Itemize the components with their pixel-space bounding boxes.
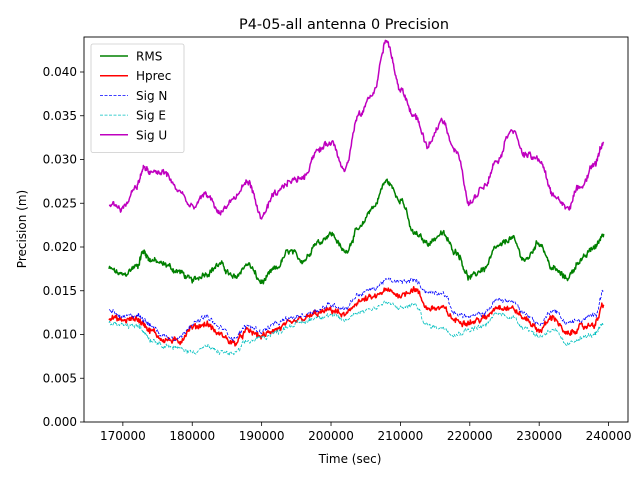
series-line-sig-n <box>108 277 605 342</box>
legend-label: Sig E <box>136 109 166 123</box>
series-line-rms <box>108 178 605 285</box>
x-tick-label: 190000 <box>239 429 285 443</box>
chart-title: P4-05-all antenna 0 Precision <box>239 17 449 33</box>
legend-label: RMS <box>136 50 162 64</box>
x-tick-label: 180000 <box>169 429 215 443</box>
y-axis-label: Precision (m) <box>15 190 29 268</box>
legend-box <box>90 43 185 153</box>
x-tick-label: 220000 <box>447 429 493 443</box>
legend-label: Sig N <box>136 89 167 103</box>
legend-label: Hprec <box>136 69 171 83</box>
y-tick-label: 0.005 <box>43 371 77 385</box>
x-tick-label: 210000 <box>378 429 424 443</box>
legend-label: Sig U <box>136 128 167 142</box>
y-tick-label: 0.000 <box>43 415 77 429</box>
y-tick-label: 0.015 <box>43 284 77 298</box>
x-tick-label: 200000 <box>308 429 354 443</box>
x-axis-label: Time (sec) <box>318 452 382 466</box>
y-tick-label: 0.040 <box>43 65 77 79</box>
x-tick-label: 230000 <box>516 429 562 443</box>
series-line-sig-u <box>108 39 605 220</box>
y-tick-label: 0.020 <box>43 240 77 254</box>
y-tick-label: 0.035 <box>43 109 77 123</box>
y-tick-label: 0.025 <box>43 196 77 210</box>
series-line-sig-e <box>108 300 605 356</box>
x-tick-label: 240000 <box>586 429 632 443</box>
y-tick-label: 0.030 <box>43 153 77 167</box>
y-tick-label: 0.010 <box>43 328 77 342</box>
x-tick-label: 170000 <box>100 429 146 443</box>
plot-frame <box>83 36 629 423</box>
legend: RMS Hprec Sig N Sig E Sig U <box>90 43 185 153</box>
series-line-hprec <box>108 286 605 347</box>
